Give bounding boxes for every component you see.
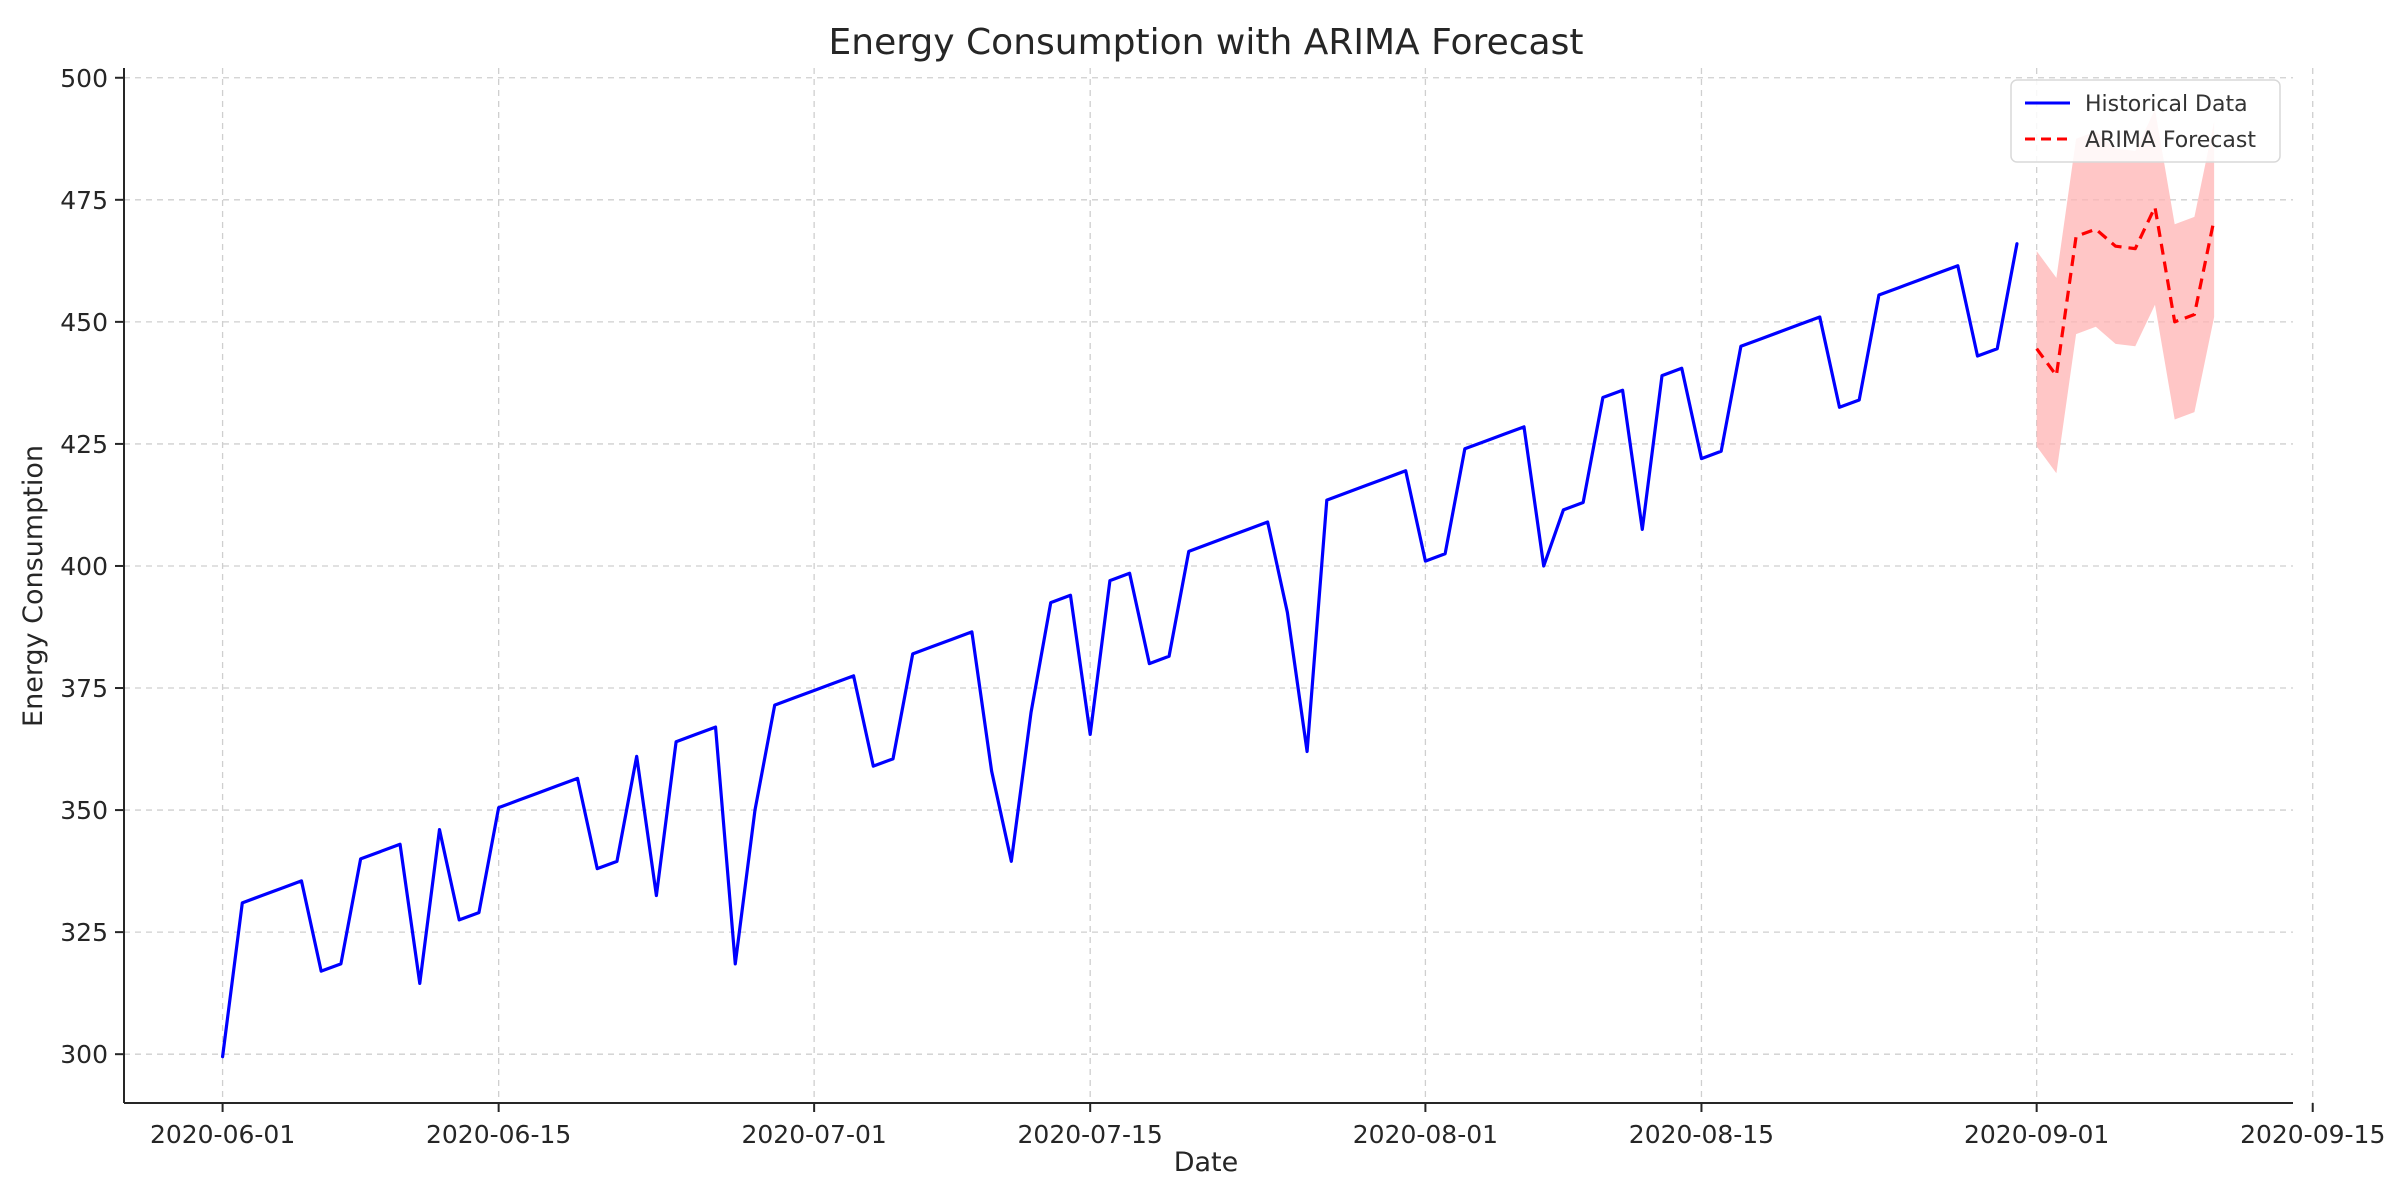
x-tick-label: 2020-07-15 [1018, 1120, 1163, 1149]
grid [124, 68, 2314, 1103]
y-tick-label: 425 [60, 430, 108, 459]
y-tick-label: 350 [60, 796, 108, 825]
y-tick-label: 325 [60, 918, 108, 947]
y-tick-label: 400 [60, 552, 108, 581]
x-tick-label: 2020-06-01 [150, 1120, 295, 1149]
chart-title: Energy Consumption with ARIMA Forecast [829, 22, 1584, 63]
plot-area [115, 68, 2314, 1112]
y-axis-label: Energy Consumption [18, 445, 49, 727]
forecast-confidence-band-layer [2036, 109, 2215, 474]
x-axis-label: Date [1174, 1147, 1239, 1178]
y-tick-label: 500 [60, 64, 108, 93]
x-tick-label: 2020-09-01 [1964, 1120, 2109, 1149]
x-tick-label: 2020-09-15 [2240, 1120, 2385, 1149]
historical-data-line [220, 242, 2019, 1059]
y-tick-label: 475 [60, 186, 108, 215]
y-tick-label: 375 [60, 674, 108, 703]
series-layer [220, 205, 2216, 1059]
x-tick-label: 2020-08-01 [1353, 1120, 1498, 1149]
legend-box [2010, 79, 2281, 163]
legend-label-historical: Historical Data [2085, 92, 2248, 117]
x-tick-label: 2020-08-15 [1629, 1120, 1774, 1149]
forecast-confidence-band [2036, 109, 2215, 474]
axes [123, 68, 2293, 1104]
y-tick-label: 450 [60, 308, 108, 337]
x-tick-label: 2020-07-01 [741, 1120, 886, 1149]
y-tick-label: 300 [60, 1040, 108, 1069]
legend: Historical Data ARIMA Forecast [2010, 79, 2281, 163]
x-tick-label: 2020-06-15 [426, 1120, 571, 1149]
legend-label-forecast: ARIMA Forecast [2085, 128, 2256, 153]
tick-marks [115, 76, 2314, 1112]
